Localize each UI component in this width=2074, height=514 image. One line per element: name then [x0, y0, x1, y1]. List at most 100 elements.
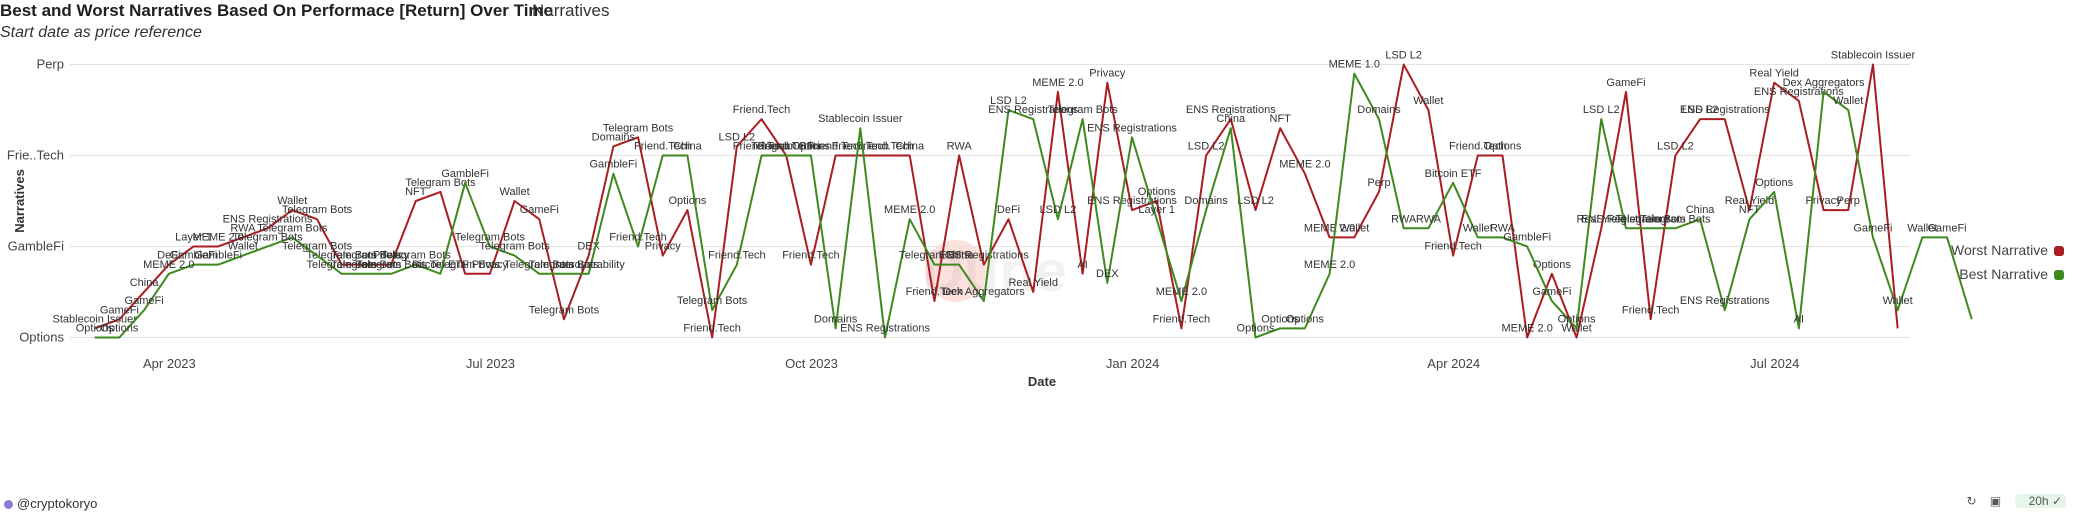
data-label-worst: Friend.Tech — [807, 141, 864, 153]
data-label-worst: Layer 1 — [175, 231, 212, 243]
data-label-worst: AI — [1077, 259, 1087, 271]
data-label-worst: Telegram Bots — [307, 250, 378, 262]
data-label-best: GameFi — [1853, 222, 1892, 234]
data-label-best: Telegram Bots — [1616, 213, 1687, 225]
legend-label-worst: Worst Narrative — [1951, 242, 2048, 258]
chart-subtitle: Start date as price reference — [0, 24, 202, 41]
y-tick-label: Perp — [37, 57, 64, 72]
data-label-best: AI — [1794, 313, 1804, 325]
data-label-worst: Perp — [1367, 177, 1390, 189]
footer-toolbar: ↻ ▣ 20h ✓ — [1956, 494, 2066, 508]
data-label-worst: RWA — [230, 222, 256, 234]
data-label-worst: Privacy — [1089, 68, 1126, 80]
data-label-best: ENS Registrations — [988, 104, 1078, 116]
data-label-best: Domains — [1357, 104, 1401, 116]
line-chart: Options GambleFi Frie..Tech Perp Apr 2023 Jul… — [7, 50, 1973, 389]
data-label-best: GambleFi — [194, 250, 242, 262]
data-label-best: Options — [1755, 177, 1793, 189]
data-label-best: Wallet — [1907, 222, 1937, 234]
data-label-best: MEME 2.0 — [1156, 286, 1207, 298]
data-label-worst: LSD L2 — [1385, 50, 1422, 62]
data-label-worst: Friend.Tech — [1424, 241, 1481, 253]
data-label-worst: Wallet — [277, 195, 307, 207]
data-label-best: Domains — [814, 313, 858, 325]
data-label-worst: Stablecoin Issuer — [53, 313, 138, 325]
tab-narratives[interactable]: Narratives — [532, 1, 610, 20]
data-label-worst: ENS Registrations — [1186, 104, 1276, 116]
data-label-worst: Privacy — [645, 241, 682, 253]
data-label-worst: Wallet — [1413, 95, 1443, 107]
data-label-worst: Options — [1138, 186, 1176, 198]
y-tick-label: Options — [19, 329, 64, 344]
refresh-badge[interactable]: 20h ✓ — [2014, 494, 2066, 508]
data-label-worst: China — [895, 141, 925, 153]
data-label-worst: Friend.Tech — [782, 250, 839, 262]
refresh-icon[interactable]: ↻ — [1966, 494, 1977, 508]
avatar — [4, 500, 13, 509]
data-label-best: Telegram Bots — [307, 259, 378, 271]
data-label-worst: Stablecoin Issuer — [1831, 50, 1916, 62]
x-tick-label: Apr 2024 — [1427, 356, 1480, 371]
data-label-worst: ENS Registrations — [1754, 86, 1844, 98]
series-line-worst — [94, 63, 1899, 339]
data-label-best: Friend.Tech — [708, 250, 765, 262]
y-tick-label: GambleFi — [8, 238, 64, 253]
data-label-worst: Privacy — [472, 259, 509, 271]
data-label-worst: ENS Registrations — [1680, 104, 1770, 116]
data-label-worst: LSD L2 — [718, 131, 755, 143]
data-label-best: Telegram Bots — [331, 259, 402, 271]
data-label-best: Layer 1 — [1138, 204, 1175, 216]
data-label-worst: ENS Registrations — [939, 250, 1029, 262]
data-label-best: NFT — [1739, 204, 1761, 216]
data-label-best: Telegram Bots — [479, 241, 550, 253]
author-link[interactable]: @cryptokoryo — [4, 496, 97, 511]
data-label-worst: Wallet — [1339, 222, 1369, 234]
data-label-worst: Options — [1484, 141, 1522, 153]
data-label-best: LSD L2 — [1040, 204, 1077, 216]
data-label-best: Wallet — [1463, 222, 1493, 234]
data-label-worst: MEME 2.0 — [1304, 222, 1355, 234]
data-label-best: Friend.Tech — [757, 141, 814, 153]
chart-legend: Worst Narrative Best Narrative — [1934, 242, 2064, 290]
data-label-worst: ENS Registrations — [1087, 195, 1177, 207]
data-label-best: Telegram Bots — [257, 222, 328, 234]
legend-item-best[interactable]: Best Narrative — [1934, 266, 2064, 290]
data-label-best: Options — [100, 322, 138, 334]
legend-item-worst[interactable]: Worst Narrative — [1934, 242, 2064, 266]
data-label-best: Dex Aggregators — [1783, 77, 1865, 89]
data-label-best: ENS Registrations — [1680, 295, 1770, 307]
data-label-worst: Privacy — [1806, 195, 1843, 207]
data-label-worst: Friend.Tech — [906, 286, 963, 298]
data-label-best: Friend.Tech — [634, 141, 691, 153]
data-label-worst: Telegram Bots — [430, 259, 501, 271]
data-label-best: Options — [76, 322, 114, 334]
data-label-best: Wallet — [1883, 295, 1913, 307]
data-label-worst: Privacy — [373, 250, 410, 262]
data-label-best: Options — [1261, 313, 1299, 325]
data-label-worst: LSD L2 — [1188, 141, 1225, 153]
data-label-best: MEME 2.0 — [1304, 259, 1355, 271]
chart-header: Best and Worst Narratives Based On Perfo… — [0, 0, 2074, 46]
x-tick-label: Jul 2024 — [1750, 356, 1799, 371]
x-tick-label: Jul 2023 — [466, 356, 515, 371]
data-label-best: Telegram Bots — [899, 250, 970, 262]
data-label-best: ENS Registrations — [1581, 213, 1671, 225]
y-tick-label: Frie..Tech — [7, 148, 64, 163]
data-label-worst: Friend.Tech — [1449, 141, 1506, 153]
data-label-best: ENS Registrations — [840, 322, 930, 334]
refresh-badge-text: 20h — [2028, 494, 2049, 508]
data-label-best: Options — [1237, 322, 1275, 334]
data-label-worst: RWA — [947, 141, 973, 153]
data-label-worst: MEME 2.0 — [193, 231, 244, 243]
camera-icon[interactable]: ▣ — [1989, 494, 2002, 508]
data-label-worst: Friend.Tech — [733, 104, 790, 116]
data-label-best: GambleFi — [1503, 231, 1551, 243]
data-label-worst: MEME 2.0 — [1502, 322, 1553, 334]
data-label-worst: Telegram Bots — [282, 204, 353, 216]
data-label-best: Telegram Bots — [356, 259, 427, 271]
data-label-best: Wallet — [228, 241, 258, 253]
data-label-best: GameFi — [1927, 222, 1966, 234]
data-label-worst: Telegram Bots — [331, 250, 402, 262]
data-label-best: LSD L2 — [1583, 104, 1620, 116]
chart-title: Best and Worst Narratives Based On Perfo… — [0, 1, 553, 20]
